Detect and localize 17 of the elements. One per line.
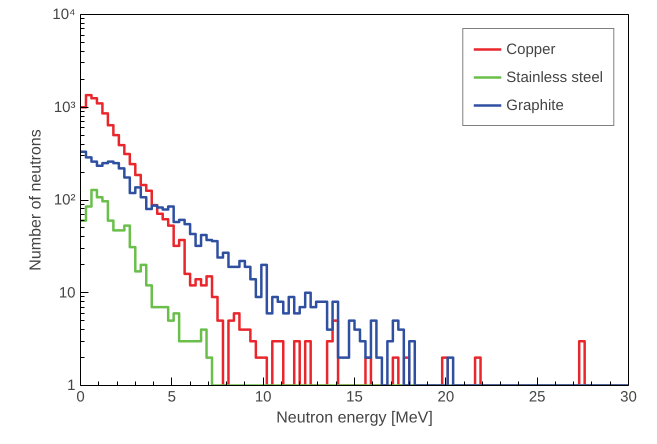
y-tick-label: 10³ <box>54 98 76 116</box>
x-tick-label: 25 <box>528 388 546 406</box>
legend-label: Copper <box>506 40 556 58</box>
x-tick-label: 5 <box>168 388 176 406</box>
x-axis-title: Neutron energy [MeV] <box>276 410 433 426</box>
x-tick-label: 10 <box>254 388 272 406</box>
y-tick-label: 1 <box>67 377 76 394</box>
y-tick-label: 10 <box>58 284 76 302</box>
y-tick-label: 10² <box>54 192 76 208</box>
legend-label: Graphite <box>506 96 564 114</box>
y-tick-label: 10⁴ <box>52 6 76 23</box>
x-tick-label: 0 <box>76 388 85 406</box>
x-tick-label: 20 <box>437 388 454 406</box>
y-axis-title: Number of neutrons <box>27 129 44 271</box>
x-tick-label: 15 <box>346 388 363 406</box>
legend-label: Stainless steel <box>506 68 603 86</box>
x-tick-label: 30 <box>620 388 637 406</box>
